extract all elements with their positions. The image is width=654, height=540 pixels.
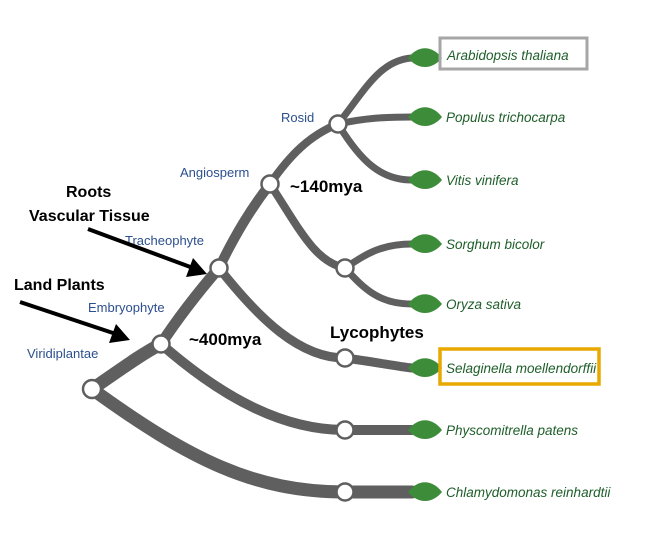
- species-label-vitis: Vitis vinifera: [446, 173, 519, 188]
- leaf-icon: [408, 107, 442, 126]
- annotation-age-400: ~400mya: [189, 330, 262, 349]
- species-label-chlamydomonas: Chlamydomonas reinhardtii: [446, 485, 611, 500]
- leaf-icon: [408, 482, 442, 501]
- leaf-icon: [408, 170, 442, 189]
- branches: [85, 54, 419, 499]
- branch-root-embryophyte: [85, 337, 168, 396]
- leaf-icon: [408, 234, 442, 253]
- clade-labels: Viridiplantae Embryophyte Tracheophyte A…: [27, 110, 314, 361]
- arrow-vascular-tissue: [87, 227, 194, 270]
- annotation-lycophytes: Lycophytes: [330, 323, 424, 342]
- clade-label-angiosperm: Angiosperm: [180, 165, 249, 180]
- species-label-physcomitrella: Physcomitrella patens: [446, 423, 578, 438]
- arrows: [19, 227, 207, 343]
- annotation-roots: Roots: [66, 184, 111, 201]
- branch-sorghum: [341, 240, 416, 272]
- annotation-land-plants: Land Plants: [14, 277, 105, 294]
- node-viridiplantae: [81, 378, 103, 400]
- node-tracheophyte: [209, 258, 229, 278]
- highlight-box-grey: [438, 36, 589, 71]
- leaf-icon: [408, 358, 442, 377]
- nodes: [81, 114, 355, 502]
- species-label-selaginella: Selaginella moellendorffii: [446, 361, 597, 376]
- clade-label-tracheophyte: Tracheophyte: [125, 233, 204, 248]
- branch-tracheophyte-angiosperm: [214, 179, 275, 273]
- clade-label-embryophyte: Embryophyte: [88, 300, 165, 315]
- annotation-age-140: ~140mya: [290, 177, 363, 196]
- arrowhead-vascular-tissue: [186, 258, 207, 277]
- node-chlamydomonas: [335, 482, 355, 502]
- leaf-icon: [408, 48, 442, 67]
- arrow-land-plants: [19, 300, 117, 336]
- node-angiosperm: [260, 174, 280, 194]
- leaf-icon: [408, 294, 442, 313]
- branch-populus: [334, 113, 416, 128]
- annotation-vascular-tissue: Vascular Tissue: [29, 208, 150, 225]
- species-label-sorghum: Sorghum bicolor: [446, 237, 545, 252]
- node-physcomitrella: [335, 420, 355, 440]
- species-label-populus: Populus trichocarpa: [446, 110, 566, 125]
- node-monocot: [335, 258, 355, 278]
- species-label-oryza: Oryza sativa: [446, 297, 522, 312]
- node-lycophyte: [335, 348, 355, 368]
- node-rosid: [328, 114, 348, 134]
- species-label-arabidopsis: Arabidopsis thaliana: [446, 48, 569, 63]
- branch-angiosperm-monocot: [266, 180, 349, 272]
- arrowhead-land-plants: [109, 324, 130, 343]
- branch-angiosperm-rosid: [266, 120, 342, 188]
- leaves: [408, 48, 442, 501]
- species-labels: Arabidopsis thaliana Populus trichocarpa…: [446, 48, 611, 500]
- clade-label-rosid: Rosid: [281, 110, 314, 125]
- node-embryophyte: [151, 334, 171, 354]
- annotations: Roots Vascular Tissue Land Plants ~140my…: [14, 177, 424, 349]
- branch-chlamydomonas: [85, 382, 419, 499]
- branch-oryza: [341, 264, 416, 308]
- branch-physcomitrella: [156, 339, 417, 435]
- branch-vitis: [334, 120, 416, 184]
- clade-label-viridiplantae: Viridiplantae: [27, 346, 98, 361]
- highlight-box-gold: [438, 347, 601, 386]
- leaf-icon: [408, 420, 442, 439]
- branch-arabidopsis: [334, 54, 416, 128]
- branch-selaginella: [214, 263, 417, 373]
